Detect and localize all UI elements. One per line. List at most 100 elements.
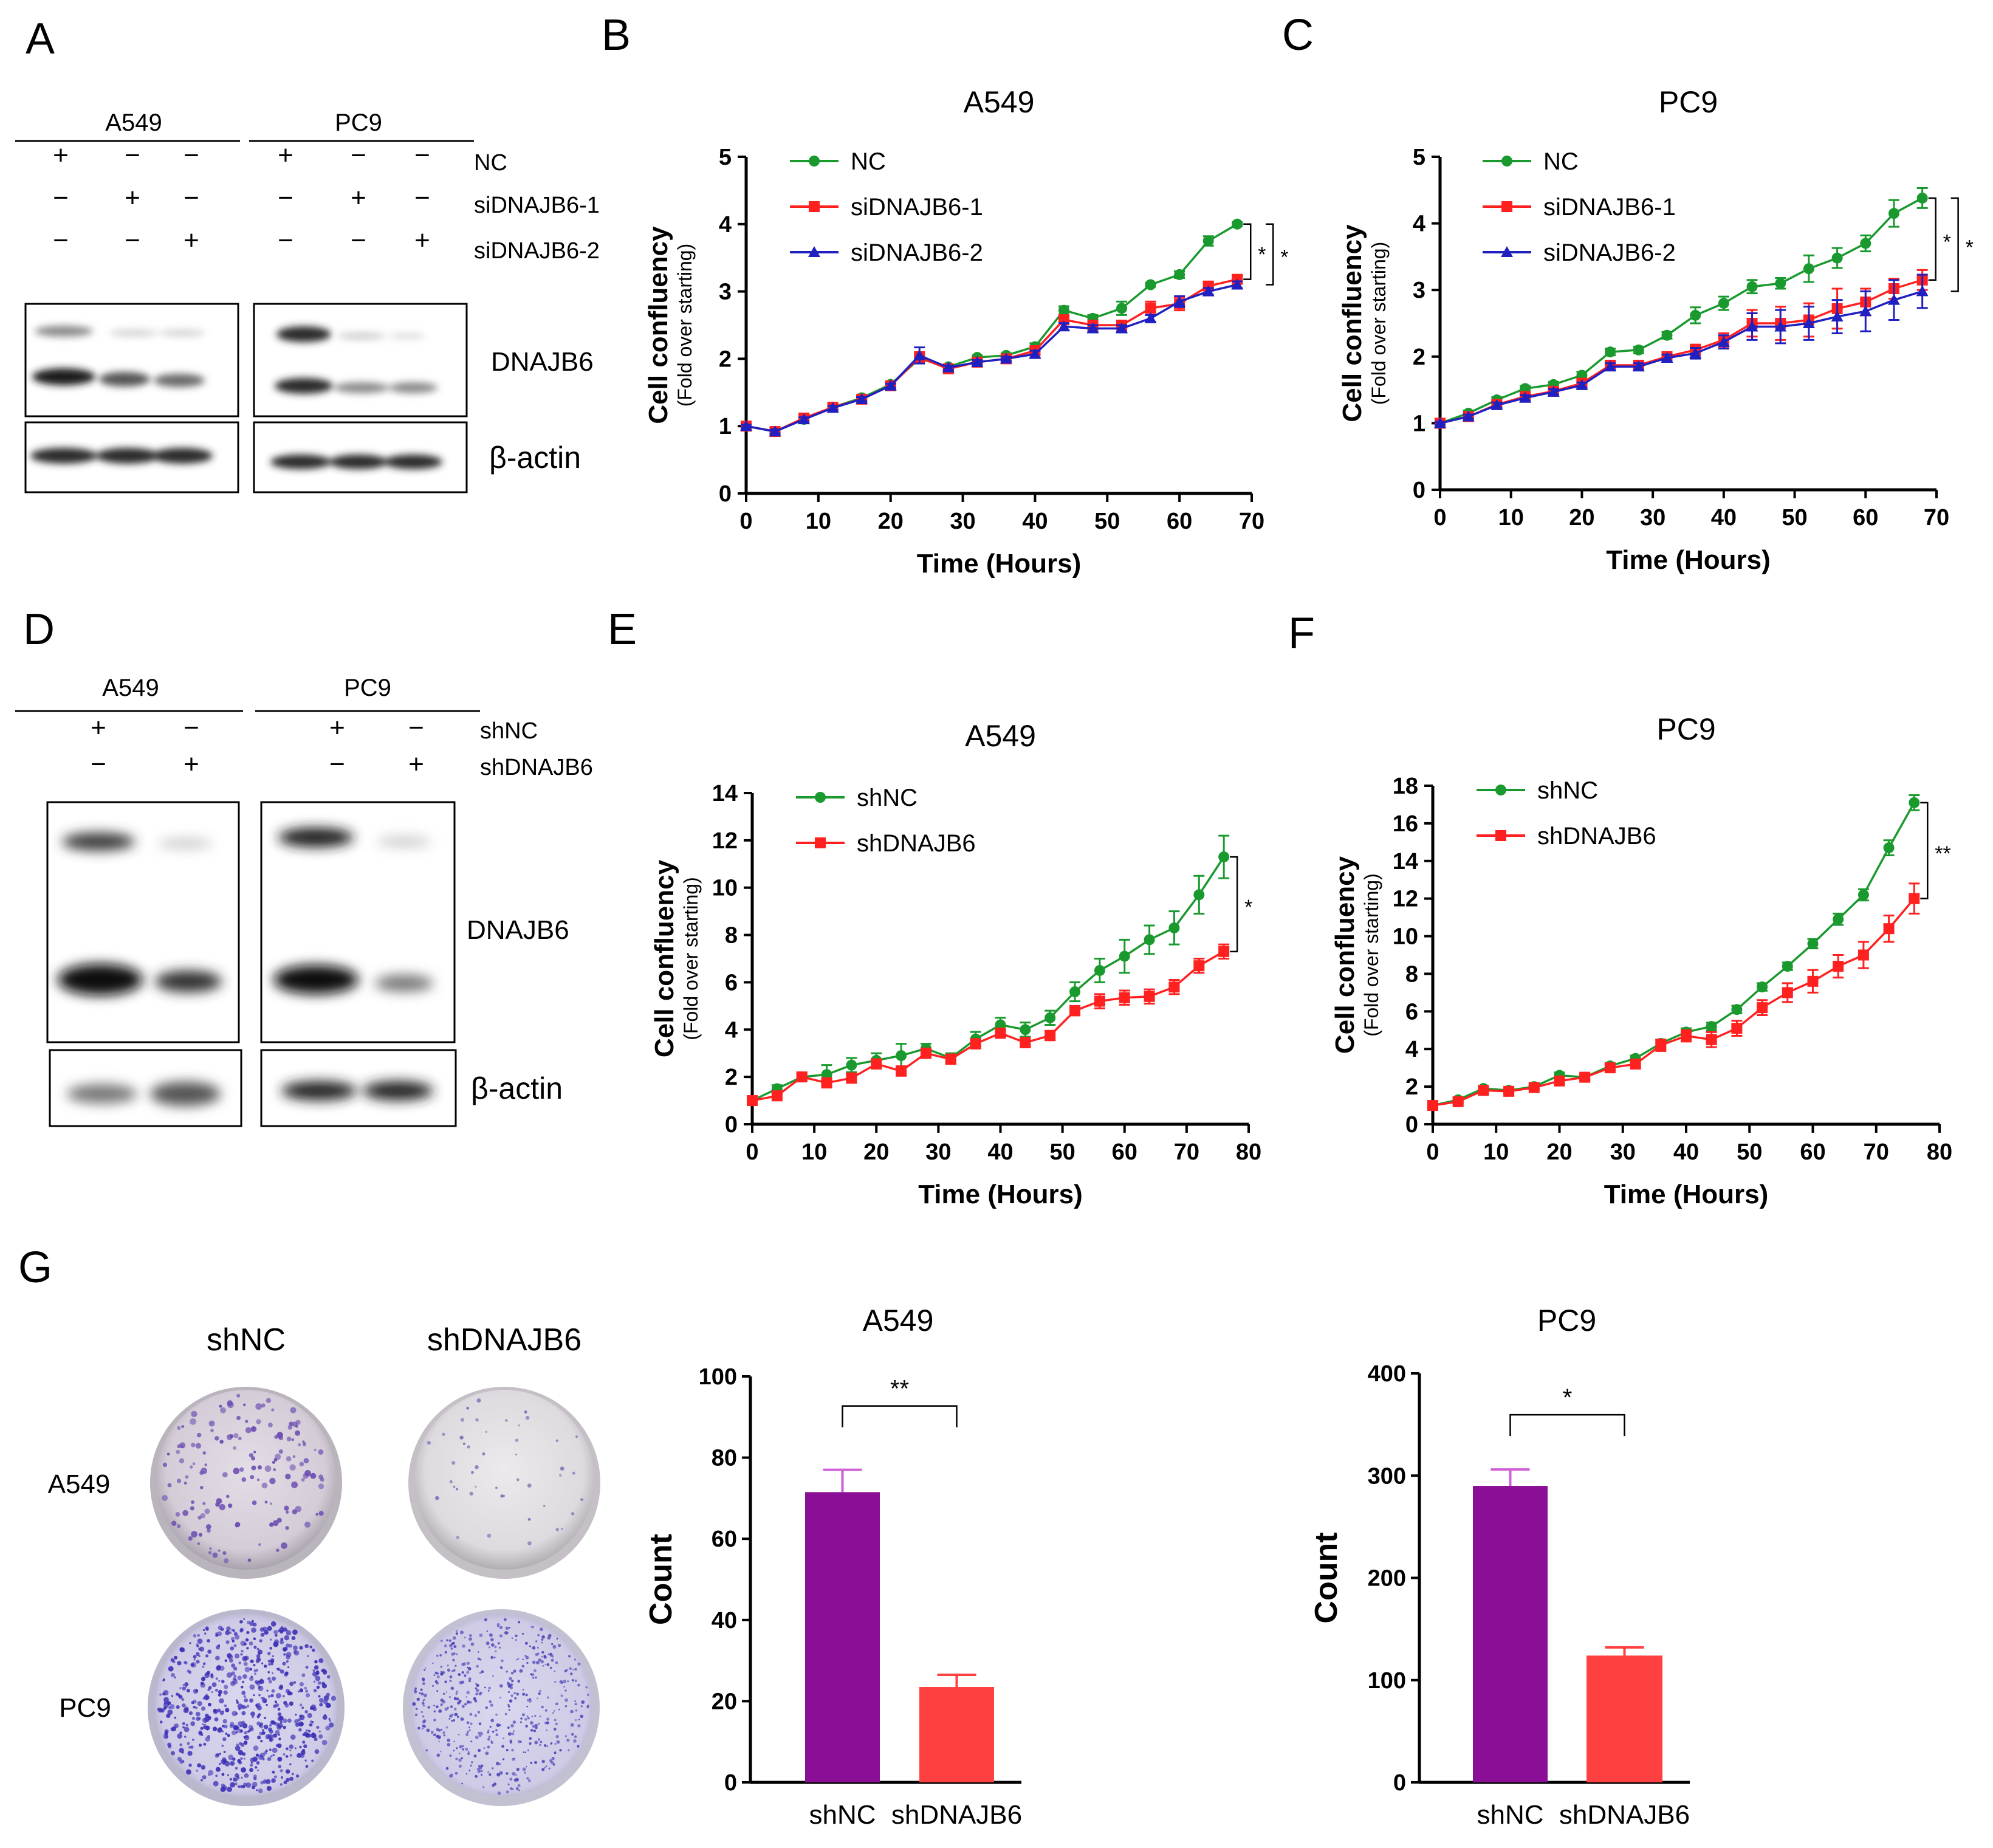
colony xyxy=(277,1756,283,1762)
colony xyxy=(299,1703,303,1706)
growth-chart-a549-sirna: A549 0 10 20 30 40 50 60 70 0 1 2 3 4 5 Time (Hours) Cel… xyxy=(643,85,1288,579)
colony xyxy=(176,1449,180,1454)
data-point xyxy=(1909,797,1920,808)
colony xyxy=(424,1669,426,1671)
colony xyxy=(193,1688,199,1694)
colony xyxy=(586,1706,589,1708)
colony xyxy=(442,1731,445,1734)
x-axis-label: Time (Hours) xyxy=(1604,1180,1769,1209)
colony xyxy=(540,1740,543,1743)
colony xyxy=(477,1770,481,1773)
data-point xyxy=(856,393,868,404)
colony xyxy=(250,1757,255,1763)
colony xyxy=(563,1679,567,1683)
colony xyxy=(249,1698,254,1703)
colony xyxy=(571,1733,574,1736)
colony xyxy=(200,1726,204,1730)
colony xyxy=(461,1671,464,1674)
colony xyxy=(459,1435,464,1440)
colony xyxy=(191,1739,194,1741)
colony xyxy=(585,1686,588,1689)
colony xyxy=(280,1720,283,1724)
colony xyxy=(245,1782,252,1788)
data-point xyxy=(1173,295,1186,307)
colony xyxy=(209,1547,212,1550)
colony xyxy=(230,1681,236,1686)
legend-label: siDNAJB6-2 xyxy=(1543,239,1676,266)
colony xyxy=(448,1718,451,1720)
colony xyxy=(518,1621,521,1624)
colony xyxy=(442,1700,446,1704)
colony xyxy=(475,1688,479,1692)
colony xyxy=(513,1669,516,1673)
colony xyxy=(244,1773,249,1778)
colony xyxy=(295,1505,302,1513)
colony xyxy=(289,1744,294,1750)
colony xyxy=(302,1740,306,1744)
colony xyxy=(244,1698,249,1703)
significance-bracket xyxy=(1243,223,1252,280)
colony xyxy=(574,1735,577,1739)
cell-label-pc9: PC9 xyxy=(344,675,391,701)
colony xyxy=(214,1753,219,1758)
colony xyxy=(304,1470,311,1477)
data-point xyxy=(1503,1085,1515,1097)
colony xyxy=(570,1723,574,1727)
colony xyxy=(526,1699,529,1702)
colony xyxy=(455,1632,458,1635)
colony xyxy=(467,1667,472,1671)
colony xyxy=(272,1460,275,1464)
colony xyxy=(270,1662,273,1666)
colony xyxy=(258,1652,261,1655)
colony xyxy=(299,1714,303,1718)
colony xyxy=(547,1696,549,1699)
colony xyxy=(273,1630,278,1635)
colony xyxy=(269,1522,274,1527)
colony xyxy=(532,1660,536,1664)
colony xyxy=(166,1452,170,1456)
colony xyxy=(304,1644,309,1649)
colony xyxy=(277,1723,283,1729)
colony xyxy=(247,1558,252,1562)
colony xyxy=(272,1520,279,1527)
colony xyxy=(474,1755,477,1757)
colony xyxy=(214,1688,218,1692)
y-tick-label: 20 xyxy=(712,1689,737,1714)
dish-pc9-shdnajb6 xyxy=(403,1609,600,1806)
colony xyxy=(475,1692,478,1695)
colony xyxy=(222,1551,227,1555)
colony xyxy=(253,1776,257,1781)
colony xyxy=(190,1506,194,1511)
colony xyxy=(225,1630,230,1635)
colony xyxy=(318,1511,324,1516)
colony xyxy=(249,1668,253,1671)
colony xyxy=(468,1649,471,1652)
growth-chart-pc9-sirna: PC9 0 10 20 30 40 50 60 70 0 1 2 3 4 5 Time (Hours) Cell… xyxy=(1337,85,1974,575)
series-nc xyxy=(1435,187,1928,429)
colony xyxy=(168,1744,172,1749)
colony xyxy=(496,1773,499,1775)
colony xyxy=(490,1719,495,1723)
colony xyxy=(436,1690,439,1692)
colony xyxy=(468,1729,471,1731)
colony xyxy=(170,1704,175,1709)
y-tick-label: 8 xyxy=(725,923,738,949)
colony xyxy=(235,1745,241,1751)
data-point xyxy=(1218,851,1230,863)
colony xyxy=(227,1787,233,1792)
y-tick-label: 60 xyxy=(712,1527,737,1552)
y-tick-label: 5 xyxy=(719,145,732,170)
data-point xyxy=(1145,303,1156,314)
treatment-sign: + xyxy=(184,749,199,779)
data-point xyxy=(1717,335,1730,347)
colony xyxy=(489,1725,492,1728)
colony xyxy=(521,1664,524,1668)
x-tick-label: 10 xyxy=(1498,505,1524,531)
y-tick-label: 0 xyxy=(1413,478,1425,503)
colony xyxy=(207,1649,212,1654)
colony xyxy=(528,1699,532,1703)
colony xyxy=(541,1641,543,1644)
colony xyxy=(509,1627,511,1629)
colony xyxy=(555,1702,558,1706)
data-point xyxy=(1833,961,1844,972)
